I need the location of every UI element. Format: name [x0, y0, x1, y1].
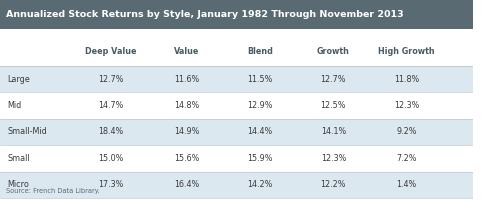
Text: 14.4%: 14.4%: [247, 128, 273, 137]
Text: 15.0%: 15.0%: [99, 154, 124, 163]
Text: Micro: Micro: [7, 180, 29, 189]
Text: 12.5%: 12.5%: [320, 101, 346, 110]
FancyBboxPatch shape: [0, 119, 473, 145]
Text: Small: Small: [7, 154, 30, 163]
Text: Growth: Growth: [317, 47, 350, 56]
Text: 14.1%: 14.1%: [321, 128, 346, 137]
Text: 15.6%: 15.6%: [174, 154, 200, 163]
Text: Large: Large: [7, 75, 30, 84]
FancyBboxPatch shape: [0, 0, 473, 29]
Text: 14.7%: 14.7%: [99, 101, 124, 110]
FancyBboxPatch shape: [0, 66, 473, 92]
Text: Source: French Data Library.: Source: French Data Library.: [6, 188, 100, 194]
Text: 11.5%: 11.5%: [247, 75, 273, 84]
Text: 16.4%: 16.4%: [174, 180, 199, 189]
Text: 14.8%: 14.8%: [174, 101, 199, 110]
Text: 1.4%: 1.4%: [396, 180, 417, 189]
Text: 11.6%: 11.6%: [174, 75, 199, 84]
Text: Small-Mid: Small-Mid: [7, 128, 47, 137]
Text: Mid: Mid: [7, 101, 21, 110]
Text: 11.8%: 11.8%: [394, 75, 419, 84]
Text: 12.3%: 12.3%: [320, 154, 346, 163]
Text: 7.2%: 7.2%: [396, 154, 417, 163]
Text: Blend: Blend: [247, 47, 273, 56]
Text: 15.9%: 15.9%: [247, 154, 273, 163]
Text: High Growth: High Growth: [378, 47, 435, 56]
Text: 12.9%: 12.9%: [247, 101, 273, 110]
Text: 12.7%: 12.7%: [99, 75, 124, 84]
Text: 12.2%: 12.2%: [320, 180, 346, 189]
FancyBboxPatch shape: [0, 172, 473, 198]
Text: 18.4%: 18.4%: [99, 128, 124, 137]
Text: 12.7%: 12.7%: [320, 75, 346, 84]
Text: 14.9%: 14.9%: [174, 128, 200, 137]
Text: Deep Value: Deep Value: [85, 47, 137, 56]
FancyBboxPatch shape: [0, 92, 473, 119]
Text: Annualized Stock Returns by Style, January 1982 Through November 2013: Annualized Stock Returns by Style, Janua…: [6, 10, 403, 19]
Text: 14.2%: 14.2%: [247, 180, 273, 189]
Text: 12.3%: 12.3%: [394, 101, 420, 110]
Text: 9.2%: 9.2%: [396, 128, 417, 137]
FancyBboxPatch shape: [0, 145, 473, 172]
Text: 17.3%: 17.3%: [99, 180, 124, 189]
Text: Value: Value: [174, 47, 200, 56]
